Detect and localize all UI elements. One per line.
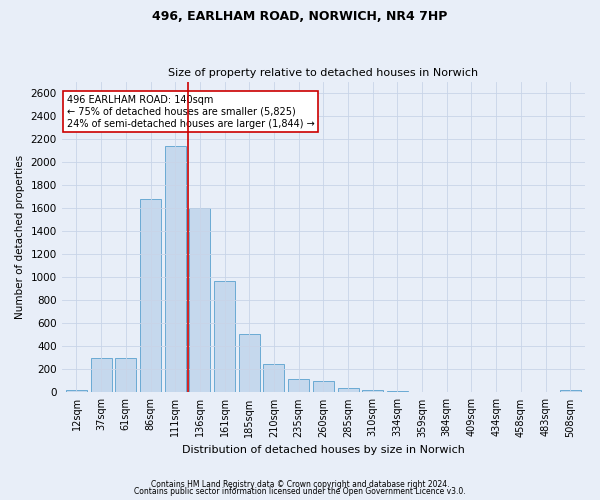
Bar [165,146,186,392]
Bar [313,382,334,392]
Bar [338,388,359,392]
Bar [66,390,87,392]
Bar [91,358,112,392]
Bar [288,378,309,392]
Bar [362,390,383,392]
Text: 496 EARLHAM ROAD: 140sqm
← 75% of detached houses are smaller (5,825)
24% of sem: 496 EARLHAM ROAD: 140sqm ← 75% of detach… [67,96,314,128]
Title: Size of property relative to detached houses in Norwich: Size of property relative to detached ho… [168,68,478,78]
Y-axis label: Number of detached properties: Number of detached properties [15,155,25,319]
Bar [115,358,136,392]
Bar [140,199,161,392]
Bar [263,364,284,392]
Text: 496, EARLHAM ROAD, NORWICH, NR4 7HP: 496, EARLHAM ROAD, NORWICH, NR4 7HP [152,10,448,23]
X-axis label: Distribution of detached houses by size in Norwich: Distribution of detached houses by size … [182,445,465,455]
Text: Contains public sector information licensed under the Open Government Licence v3: Contains public sector information licen… [134,488,466,496]
Bar [239,334,260,392]
Bar [214,280,235,392]
Text: Contains HM Land Registry data © Crown copyright and database right 2024.: Contains HM Land Registry data © Crown c… [151,480,449,489]
Bar [560,390,581,392]
Bar [190,208,211,392]
